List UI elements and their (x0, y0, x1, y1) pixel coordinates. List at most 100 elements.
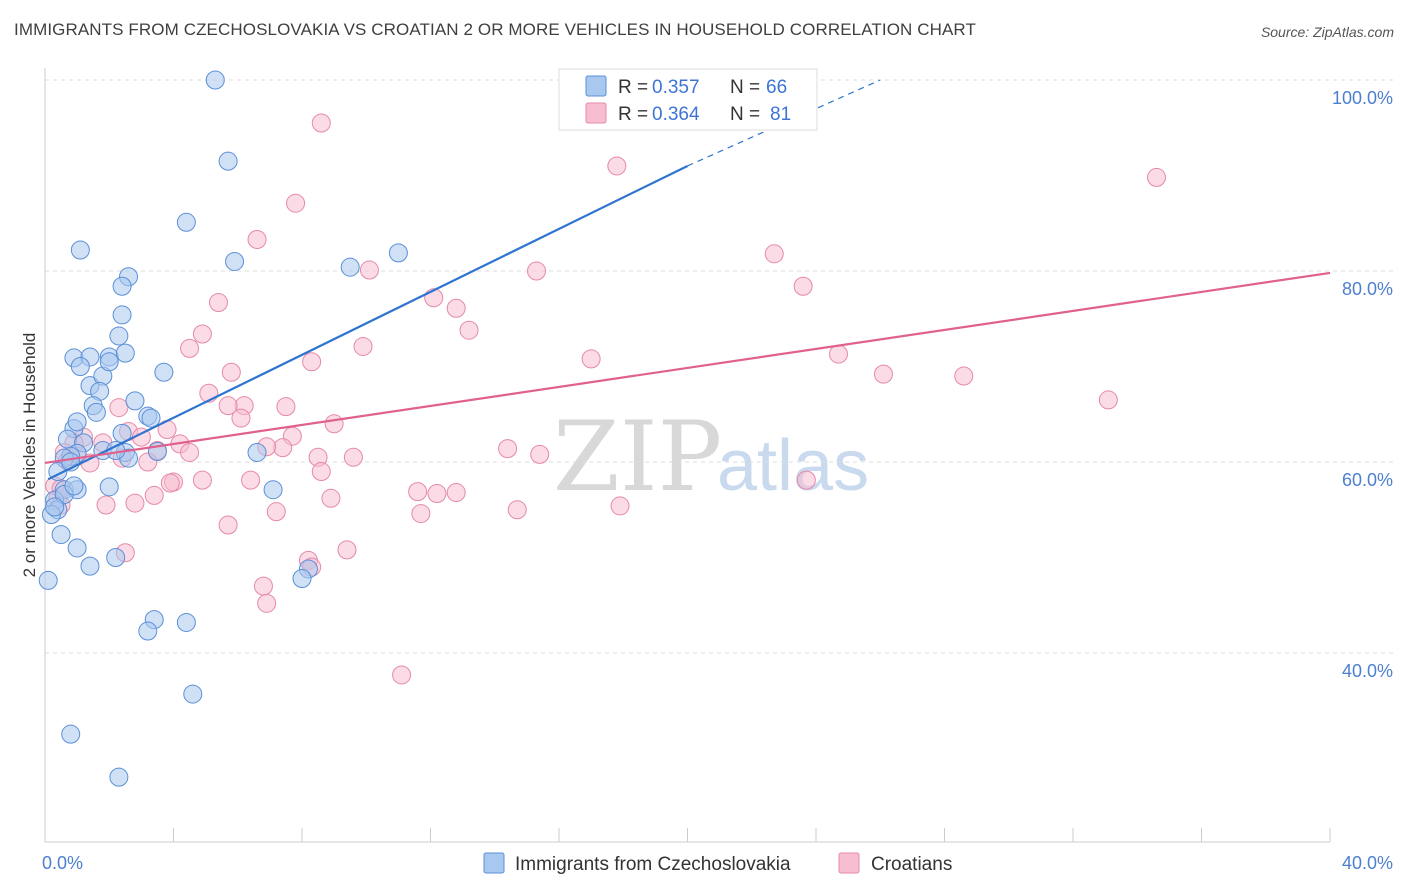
croatians-point-7 (764, 244, 784, 264)
croatians-point-4 (247, 229, 267, 249)
croatians-point-68 (610, 496, 630, 516)
czechoslovakia-point-20 (154, 362, 174, 382)
croatians-point-50 (311, 462, 331, 482)
czechoslovakia-point-59 (61, 724, 81, 744)
stats-legend-pink-r-label: R = (618, 104, 648, 125)
croatians-point-64 (96, 495, 116, 515)
croatians-point-66 (411, 504, 431, 524)
watermark-atlas: atlas (717, 426, 869, 506)
czechoslovakia-point-56 (138, 621, 158, 641)
croatians-point-51 (241, 470, 261, 490)
stats-legend-pink-n-label: N = (730, 104, 760, 125)
croatians-point-5 (359, 260, 379, 280)
croatians-point-78 (392, 665, 412, 685)
croatians-point-44 (498, 439, 518, 459)
czechoslovakia-point-0 (205, 70, 225, 90)
croatians-point-15 (353, 336, 373, 356)
czechoslovakia-point-63 (45, 497, 65, 517)
croatians-point-13 (192, 324, 212, 344)
czechoslovakia-point-58 (183, 684, 203, 704)
stats-legend-pink-r-value: 0.364 (652, 104, 700, 125)
gridlines (45, 79, 1393, 654)
croatians-point-21 (1098, 390, 1118, 410)
czechoslovakia-point-4 (70, 240, 90, 260)
croatians-point-25 (276, 397, 296, 417)
croatians-point-29 (324, 414, 344, 434)
croatians-point-60 (408, 482, 428, 502)
czechoslovakia-points (38, 70, 633, 787)
czechoslovakia-point-12 (115, 343, 135, 363)
stats-legend-blue-r-label: R = (618, 77, 648, 98)
croatians-point-14 (180, 338, 200, 358)
y-tick-label-100: 100.0% (1332, 88, 1393, 108)
x-tick-label-max: 40.0% (1342, 853, 1393, 873)
croatians-point-62 (446, 483, 466, 503)
czechoslovakia-point-8 (340, 257, 360, 277)
czechoslovakia-point-60 (109, 767, 129, 787)
watermark-zip: ZIP (553, 401, 722, 513)
croatians-point-38 (180, 442, 200, 462)
y-tick-label-40: 40.0% (1342, 661, 1393, 681)
czechoslovakia-point-44 (64, 476, 84, 496)
croatians-point-52 (796, 470, 816, 490)
croatians-point-10 (446, 298, 466, 318)
czechoslovakia-point-13 (109, 326, 129, 346)
croatians-point-46 (343, 447, 363, 467)
series-legend-pink-label: Croatians (871, 854, 952, 875)
czechoslovakia-point-14 (112, 305, 132, 325)
croatians-point-8 (793, 276, 813, 296)
chart-source: Source: ZipAtlas.com (1260, 24, 1394, 40)
y-tick-labels: 100.0% 80.0% 60.0% 40.0% (1332, 88, 1393, 681)
croatians-point-53 (192, 470, 212, 490)
croatians-point-58 (144, 485, 164, 505)
croatians-point-55 (160, 473, 180, 493)
czechoslovakia-point-50 (80, 556, 100, 576)
croatians-point-67 (507, 500, 527, 520)
stats-legend-blue-swatch (585, 75, 607, 97)
stats-legend-pink-swatch (585, 102, 607, 124)
watermark: ZIP atlas (553, 401, 869, 513)
y-tick-label-60: 60.0% (1342, 470, 1393, 490)
croatians-point-0 (311, 113, 331, 133)
croatians-point-28 (231, 408, 251, 428)
czechoslovakia-point-62 (141, 408, 161, 428)
czechoslovakia-point-2 (176, 212, 196, 232)
croatians-point-35 (273, 438, 293, 458)
croatians-point-3 (286, 193, 306, 213)
czechoslovakia-point-47 (263, 480, 283, 500)
croatians-point-65 (266, 502, 286, 522)
croatians-point-77 (257, 593, 277, 613)
series-legend-blue-label: Immigrants from Czechoslovakia (515, 854, 791, 875)
czechoslovakia-point-15 (70, 357, 90, 376)
series-legend-blue-swatch (483, 852, 505, 874)
croatians-trend-line (44, 271, 1331, 465)
croatians-point-80 (530, 444, 550, 464)
croatians-point-19 (873, 364, 893, 384)
czechoslovakia-point-25 (67, 412, 87, 432)
czechoslovakia-point-49 (67, 538, 87, 558)
x-tick-label-min: 0.0% (42, 853, 83, 873)
croatians-point-27 (109, 398, 129, 418)
czechoslovakia-point-18 (99, 352, 119, 372)
croatians-point-20 (954, 366, 974, 386)
croatians-point-71 (218, 515, 238, 535)
stats-legend-blue-n-label: N = (730, 77, 760, 98)
croatians-point-61 (427, 484, 447, 504)
croatians-point-1 (607, 156, 627, 176)
croatians-point-11 (208, 293, 228, 313)
stats-legend-blue-r-value: 0.357 (652, 77, 700, 98)
czechoslovakia-point-53 (292, 569, 312, 589)
czechoslovakia-point-45 (99, 477, 119, 497)
croatians-point-22 (221, 362, 241, 382)
stats-legend-pink-n-value: 81 (770, 104, 791, 125)
chart-title: IMMIGRANTS FROM CZECHOSLOVAKIA VS CROATI… (14, 20, 976, 39)
croatians-point-73 (337, 540, 357, 560)
trend-lines (44, 79, 1331, 481)
series-legend: Immigrants from Czechoslovakia Croatians (483, 852, 952, 875)
croatians-point-2 (1147, 167, 1167, 187)
czechoslovakia-point-48 (51, 525, 71, 545)
czechoslovakia-point-46 (247, 442, 267, 462)
x-axis-ticks (44, 828, 1331, 842)
czechoslovakia-point-54 (38, 570, 58, 590)
